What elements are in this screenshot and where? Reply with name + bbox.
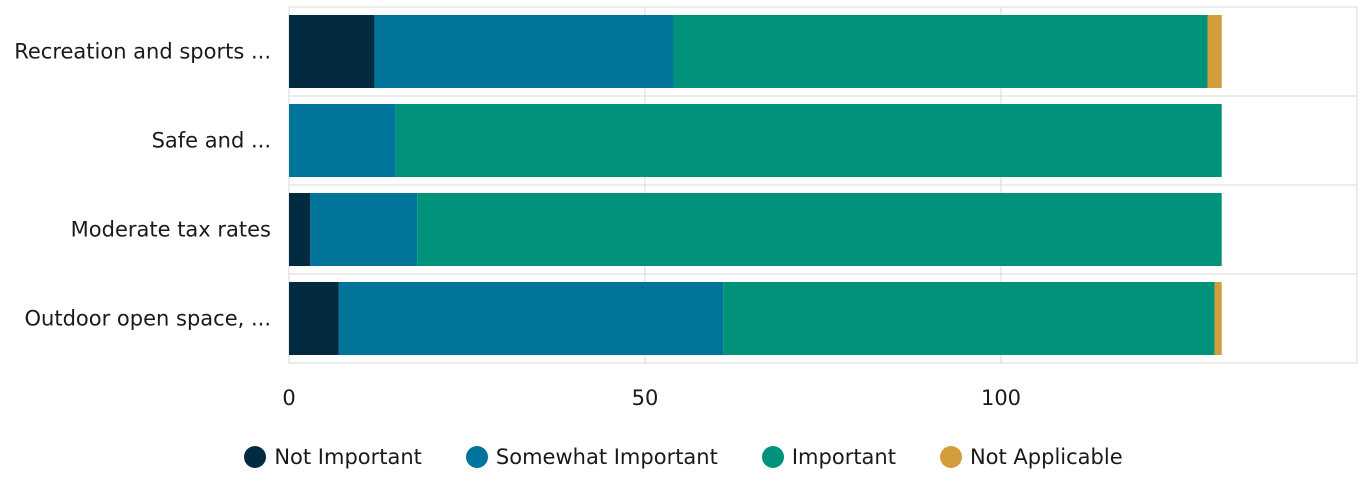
bar-segment <box>673 15 1208 88</box>
category-label: Recreation and sports ... <box>14 40 271 64</box>
legend-marker-icon <box>939 446 962 468</box>
legend-item: Not Important <box>244 445 422 469</box>
category-label: Safe and ... <box>152 129 271 153</box>
legend: Not Important Somewhat Important Important… <box>0 445 1367 469</box>
legend-marker-icon <box>761 446 784 468</box>
category-labels: Recreation and sports ... Safe and ... Mod… <box>14 40 271 331</box>
x-tick-label: 100 <box>981 386 1021 410</box>
bar-segment <box>310 193 418 266</box>
bar-segment <box>1214 282 1222 355</box>
x-tick-labels: 0 50 100 <box>282 386 1021 410</box>
bar-segment <box>395 104 1222 177</box>
legend-label: Not Applicable <box>969 445 1123 469</box>
legend-item: Important <box>761 445 896 469</box>
legend-label: Not Important <box>274 445 422 469</box>
legend-item: Not Applicable <box>939 445 1123 469</box>
bar-segment <box>374 15 674 88</box>
bar-segment <box>289 104 396 177</box>
category-label: Outdoor open space, ... <box>25 307 271 331</box>
x-tick-label: 50 <box>632 386 659 410</box>
bar-segment <box>417 193 1222 266</box>
legend-label: Somewhat Important <box>495 445 718 469</box>
bar-segment <box>289 282 339 355</box>
bar-segment <box>338 282 724 355</box>
bar-segment <box>289 15 375 88</box>
legend-marker-icon <box>465 446 488 468</box>
bar-segment <box>1207 15 1222 88</box>
bar-segment <box>723 282 1215 355</box>
legend-item: Somewhat Important <box>465 445 718 469</box>
bar-segment <box>289 193 311 266</box>
category-label: Moderate tax rates <box>71 218 271 242</box>
x-tick-label: 0 <box>282 386 295 410</box>
bars <box>289 15 1222 355</box>
legend-marker-icon <box>244 446 267 468</box>
legend-label: Important <box>791 445 896 469</box>
stacked-bar-chart: Recreation and sports ... Safe and ... Mod… <box>14 6 1358 410</box>
